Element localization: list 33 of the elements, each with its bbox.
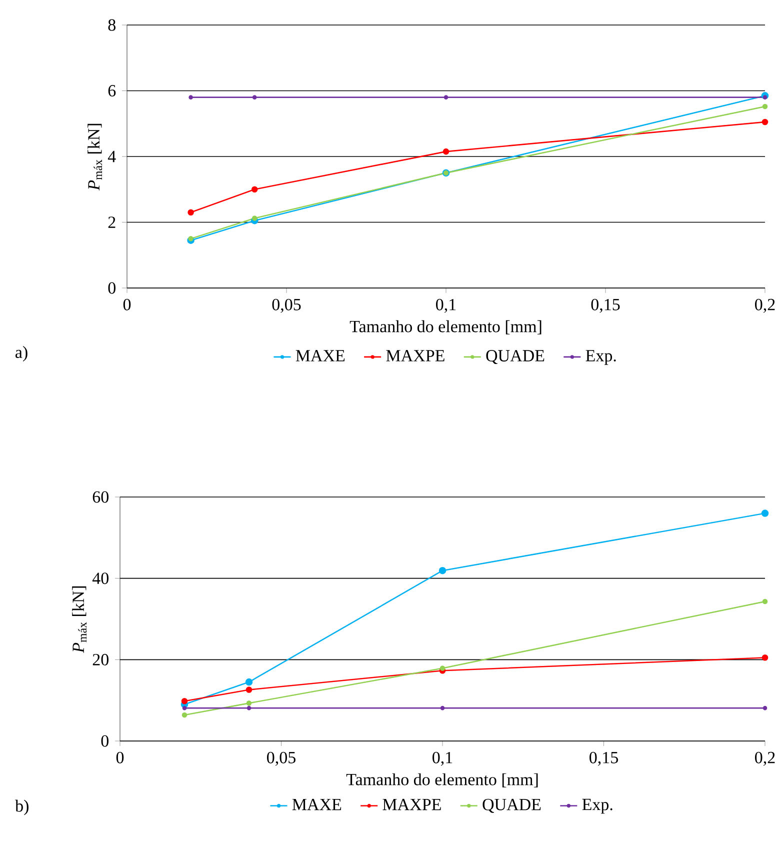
- legend-label: MAXPE: [386, 350, 444, 362]
- legend-label: QUADE: [486, 350, 544, 364]
- x-tick-label: 0,1: [436, 298, 456, 313]
- x-tick-label: 0: [116, 752, 124, 764]
- x-tick-label: 0,2: [755, 752, 775, 766]
- y-tick-label: 2: [108, 216, 116, 228]
- legend-label: MAXE: [292, 798, 342, 810]
- legend-label: Exp.: [586, 350, 616, 365]
- x-tick-label: 0,05: [267, 752, 296, 766]
- y-tick-label: 6: [108, 85, 116, 96]
- y-tick-label: 0: [101, 735, 108, 747]
- legend-label: QUADE: [482, 798, 541, 813]
- y-tick-label: 40: [92, 572, 108, 584]
- x-axis-title: Tamanho do elemento [mm]: [346, 773, 538, 788]
- x-tick-label: 0,05: [272, 298, 301, 313]
- x-axis-title: Tamanho do elemento [mm]: [350, 320, 542, 334]
- y-axis-title: P$_{máx}$ [kN]: [88, 124, 102, 190]
- y-tick-label: 20: [92, 654, 108, 666]
- text: b): [15, 800, 28, 816]
- y-tick-label: 4: [108, 150, 116, 162]
- x-tick-label: 0,15: [591, 298, 620, 313]
- x-tick-label: 0: [123, 298, 131, 310]
- x-tick-label: 0,2: [755, 298, 775, 313]
- legend-label: MAXE: [296, 350, 345, 362]
- text: a): [16, 346, 28, 362]
- y-tick-label: 0: [108, 282, 116, 294]
- x-tick-label: 0,15: [590, 752, 618, 766]
- y-tick-label: 8: [108, 19, 116, 31]
- legend-label: MAXPE: [382, 798, 441, 810]
- y-tick-label: 60: [92, 491, 108, 503]
- y-axis-title: P$_{máx}$ [kN]: [72, 586, 87, 653]
- x-tick-label: 0,1: [432, 752, 452, 766]
- legend-label: Exp.: [582, 798, 612, 814]
